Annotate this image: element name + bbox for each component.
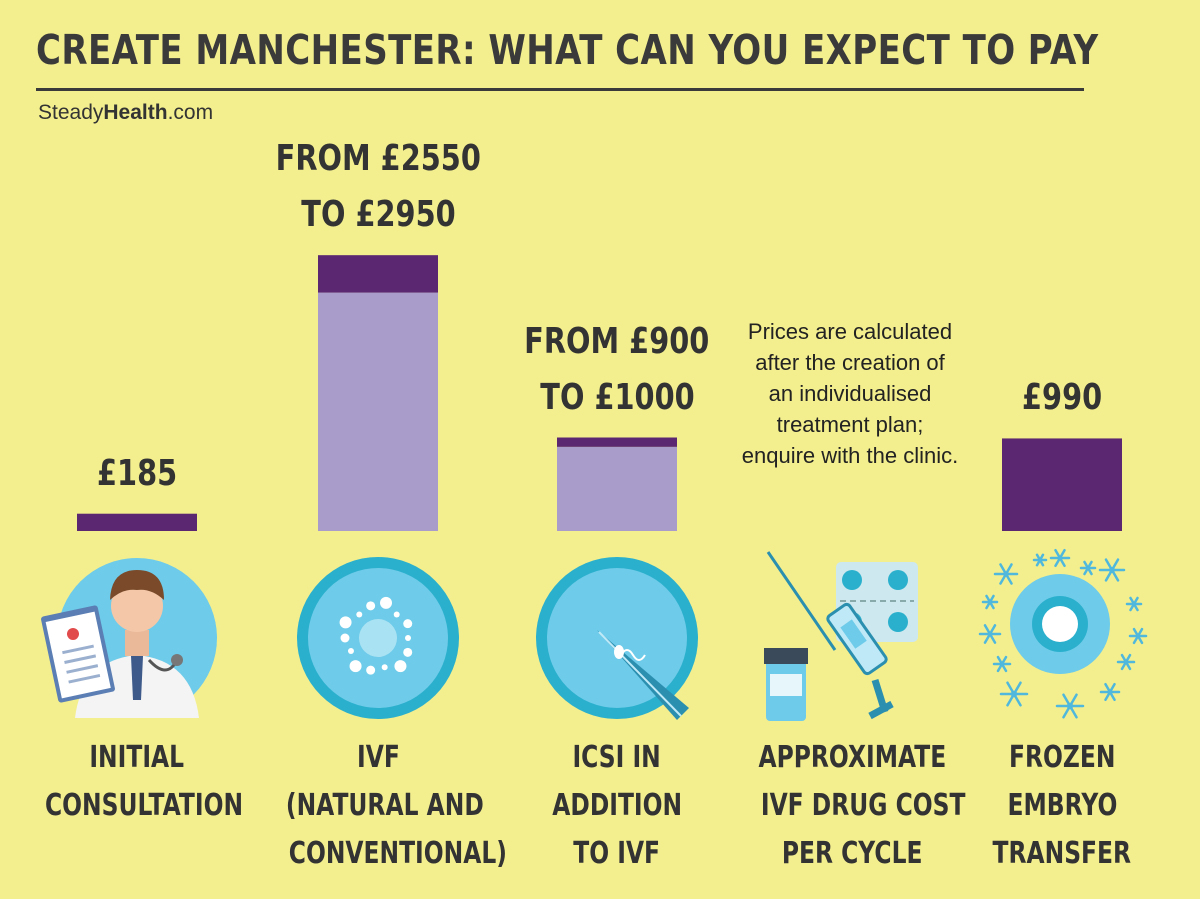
category-label-line: CONVENTIONAL) <box>288 836 507 871</box>
value-label-line: FROM £900 <box>524 320 710 362</box>
ivf-cell-icon <box>297 557 459 719</box>
syringe-pills-icon <box>764 551 918 721</box>
bar-range-segment <box>318 255 438 293</box>
value-label-line: £185 <box>96 452 178 494</box>
category-label-line: IVF DRUG COST <box>760 788 966 823</box>
bar-range-segment <box>557 437 677 447</box>
bar-value <box>77 513 197 531</box>
value-label-line: £990 <box>1021 377 1103 419</box>
category-label-line: ADDITION <box>552 788 682 823</box>
title-underline <box>36 88 1084 91</box>
page-title: CREATE MANCHESTER: WHAT CAN YOU EXPECT T… <box>36 26 1099 74</box>
bars-layer <box>77 255 1122 531</box>
category-label-line: TRANSFER <box>992 836 1132 871</box>
frozen-embryo-icon <box>978 548 1148 719</box>
bar-min-segment <box>557 446 677 531</box>
value-label-line: FROM £2550 <box>275 138 481 180</box>
doctor-icon <box>41 558 217 718</box>
value-label: FROM £900 TO £1000 <box>467 314 767 426</box>
category-label-line: TO IVF <box>573 836 661 871</box>
bar-value <box>1002 438 1122 531</box>
icsi-needle-icon <box>536 557 698 720</box>
category-label-line: PER CYCLE <box>781 836 923 871</box>
category-label: INITIAL CONSULTATION <box>17 734 257 830</box>
category-label: IVF (NATURAL AND CONVENTIONAL) <box>258 734 507 878</box>
category-label: APPROXIMATE IVF DRUG COST PER CYCLE <box>732 734 972 878</box>
category-label: FROZEN EMBRYO TRANSFER <box>942 734 1182 878</box>
value-label: £185 <box>0 446 287 502</box>
icons-layer <box>41 548 1148 721</box>
category-label-line: APPROXIMATE <box>758 740 947 775</box>
value-label-line: TO £1000 <box>539 376 695 418</box>
category-label-line: (NATURAL AND <box>285 788 484 823</box>
value-label: £990 <box>912 370 1200 426</box>
category-label-line: ICSI IN <box>572 740 662 775</box>
category-label-line: CONSULTATION <box>44 788 244 823</box>
category-label-line: EMBRYO <box>1007 788 1117 823</box>
category-label-line: FROZEN <box>1008 740 1116 775</box>
value-label-line: TO £2950 <box>300 194 456 236</box>
category-label-line: IVF <box>356 740 400 775</box>
category-label: ICSI IN ADDITION TO IVF <box>497 734 737 878</box>
brand-logo: SteadyHealth.com <box>38 101 214 124</box>
bar-min-segment <box>318 292 438 531</box>
category-label-line: INITIAL <box>89 740 185 775</box>
price-note: Prices are calculated after the creation… <box>741 319 959 468</box>
value-label: FROM £2550 TO £2950 <box>228 131 528 243</box>
